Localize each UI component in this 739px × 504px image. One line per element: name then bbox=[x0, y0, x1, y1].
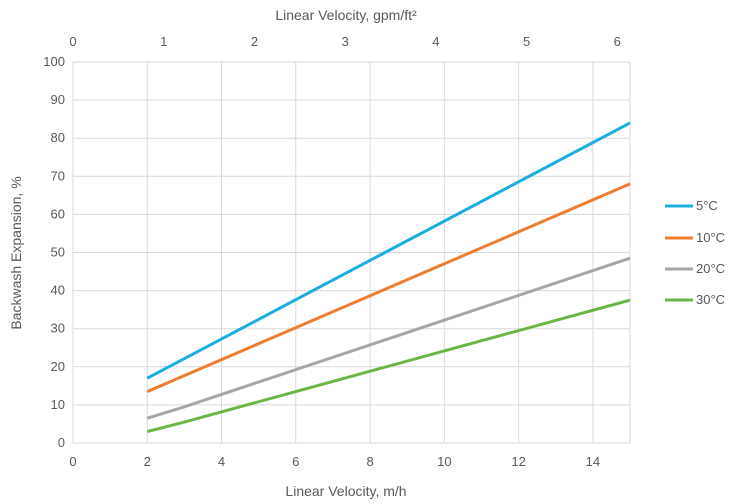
x-axis-title: Linear Velocity, m/h bbox=[285, 483, 406, 499]
x-tick-label: 10 bbox=[437, 454, 451, 469]
y-tick-label: 90 bbox=[51, 92, 65, 107]
legend: 5°C 10°C 20°C 30°C bbox=[665, 198, 725, 307]
x-tick-label: 4 bbox=[218, 454, 225, 469]
y-tick-label: 60 bbox=[51, 206, 65, 221]
y-tick-label: 50 bbox=[51, 245, 65, 260]
x-axis-ticks: 0 2 4 6 8 10 12 14 bbox=[69, 454, 600, 469]
legend-label: 30°C bbox=[696, 292, 725, 307]
y-tick-label: 10 bbox=[51, 397, 65, 412]
legend-label: 5°C bbox=[696, 198, 718, 213]
y-tick-label: 0 bbox=[58, 435, 65, 450]
x-tick-label: 12 bbox=[511, 454, 525, 469]
top-x-tick-label: 3 bbox=[342, 34, 349, 49]
series-line bbox=[146, 298, 631, 434]
x-tick-label: 0 bbox=[69, 454, 76, 469]
series-line bbox=[146, 121, 631, 380]
top-x-tick-label: 2 bbox=[251, 34, 258, 49]
top-x-tick-label: 0 bbox=[69, 34, 76, 49]
series-line bbox=[146, 256, 631, 420]
y-axis-title: Backwash Expansion, % bbox=[8, 176, 24, 329]
x-tick-label: 14 bbox=[586, 454, 600, 469]
y-tick-label: 20 bbox=[51, 359, 65, 374]
y-tick-label: 30 bbox=[51, 321, 65, 336]
series-line bbox=[146, 182, 631, 393]
grid-lines bbox=[72, 61, 631, 444]
top-x-axis-ticks: 0 1 2 3 4 5 6 bbox=[69, 34, 621, 49]
legend-label: 20°C bbox=[696, 261, 725, 276]
x-tick-label: 2 bbox=[144, 454, 151, 469]
top-x-tick-label: 1 bbox=[160, 34, 167, 49]
top-x-tick-label: 4 bbox=[432, 34, 439, 49]
y-tick-label: 100 bbox=[43, 54, 65, 69]
y-tick-label: 70 bbox=[51, 168, 65, 183]
legend-label: 10°C bbox=[696, 230, 725, 245]
top-x-tick-label: 5 bbox=[523, 34, 530, 49]
y-tick-label: 80 bbox=[51, 130, 65, 145]
y-tick-label: 40 bbox=[51, 283, 65, 298]
top-x-axis-title: Linear Velocity, gpm/ft² bbox=[275, 7, 417, 23]
x-tick-label: 6 bbox=[292, 454, 299, 469]
x-tick-label: 8 bbox=[366, 454, 373, 469]
y-axis-ticks: 0 10 20 30 40 50 60 70 80 90 100 bbox=[43, 54, 65, 450]
series-lines bbox=[146, 121, 631, 434]
top-x-tick-label: 6 bbox=[614, 34, 621, 49]
